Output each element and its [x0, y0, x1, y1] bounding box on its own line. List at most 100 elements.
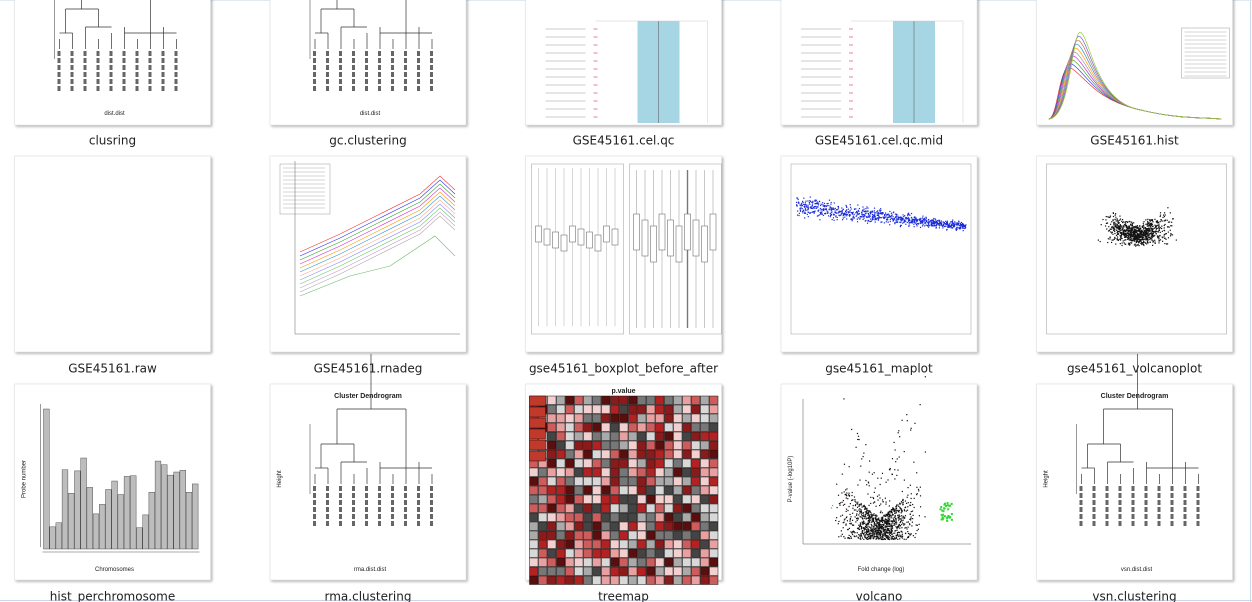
- point: [876, 531, 878, 533]
- point: [865, 513, 867, 515]
- point: [948, 225, 950, 227]
- point: [864, 514, 866, 516]
- tile: [556, 512, 566, 522]
- tile: [673, 485, 683, 495]
- point: [843, 491, 845, 493]
- point: [881, 472, 884, 474]
- point: [853, 531, 855, 533]
- point: [882, 527, 884, 530]
- point: [920, 220, 922, 222]
- point: [1148, 222, 1150, 224]
- file-name[interactable]: gse45161_volcanoplot: [1067, 362, 1202, 376]
- file-name[interactable]: gse45161_maplot: [825, 362, 933, 376]
- file-name[interactable]: GSE45161.cel.qc.mid: [815, 134, 943, 148]
- file-name[interactable]: treemap: [598, 590, 649, 602]
- file-name[interactable]: GSE45161.raw: [68, 362, 157, 376]
- file-item[interactable]: GSE45161.raw: [14, 155, 211, 376]
- thumbnail-y-label: Probe number: [22, 460, 28, 498]
- file-item[interactable]: Cluster Dendrogramvsn.dist.distHeightvsn…: [1036, 354, 1233, 602]
- point: [1118, 225, 1120, 228]
- point: [878, 217, 880, 219]
- point: [1137, 244, 1139, 246]
- point: [1140, 235, 1142, 238]
- file-item[interactable]: GSE45161.rnadeg: [269, 155, 467, 376]
- file-item[interactable]: GSE45161.hist: [1036, 0, 1233, 148]
- file-name[interactable]: gc.clustering: [329, 134, 406, 148]
- file-item[interactable]: gse45161_volcanoplot: [1036, 155, 1233, 376]
- point: [1140, 231, 1142, 233]
- leaf-label: [365, 521, 368, 526]
- point: [938, 223, 940, 225]
- point: [884, 525, 886, 527]
- tile: [610, 539, 620, 549]
- point: [863, 452, 865, 454]
- point: [881, 526, 883, 529]
- point: [859, 508, 861, 510]
- file-item[interactable]: GSE45161.cel.qc.mid: [780, 0, 978, 148]
- point: [1159, 212, 1162, 214]
- leaf-label: [1183, 486, 1187, 491]
- point: [873, 212, 876, 214]
- point: [897, 525, 900, 527]
- file-item[interactable]: GSE45161.cel.qc: [525, 0, 722, 148]
- file-item[interactable]: Cluster Dendrogramrma.dist.distHeightrma…: [269, 354, 467, 602]
- tile: [574, 575, 584, 585]
- point: [920, 217, 922, 219]
- leaf-label: [339, 72, 342, 77]
- point: [901, 219, 904, 221]
- point: [846, 206, 848, 208]
- tile: [547, 449, 557, 459]
- file-name[interactable]: GSE45161.hist: [1090, 134, 1179, 148]
- tile: [547, 431, 557, 441]
- file-name[interactable]: GSE45161.cel.qc: [573, 134, 675, 148]
- point: [1136, 237, 1138, 239]
- file-name[interactable]: rma.clustering: [325, 590, 412, 602]
- point: [895, 509, 897, 511]
- file-item[interactable]: Fold change (log)P-value (-log10P)volcan…: [780, 371, 978, 602]
- point: [896, 529, 898, 531]
- point: [865, 516, 867, 518]
- bar: [55, 522, 62, 550]
- tile: [601, 503, 611, 513]
- point: [858, 207, 861, 210]
- point: [1115, 226, 1117, 228]
- point: [888, 522, 890, 524]
- tile: [637, 413, 647, 423]
- point: [1132, 236, 1134, 238]
- file-item[interactable]: gse45161_boxplot_before_after: [525, 155, 722, 376]
- point: [867, 212, 870, 215]
- point: [842, 504, 845, 506]
- point: [956, 222, 958, 224]
- point: [886, 534, 888, 537]
- tile: [574, 530, 584, 540]
- file-name[interactable]: clusring: [89, 134, 136, 148]
- point: [855, 215, 857, 217]
- file-name[interactable]: volcano: [856, 590, 903, 602]
- thumbnail: [1048, 27, 1230, 120]
- point: [802, 203, 804, 205]
- point: [873, 501, 876, 503]
- file-name[interactable]: hist_perchromosome: [50, 590, 175, 602]
- point: [891, 512, 893, 514]
- point: [1129, 236, 1131, 238]
- point: [872, 531, 874, 533]
- tile: [565, 413, 575, 423]
- point: [890, 529, 893, 531]
- point: [903, 221, 905, 224]
- point: [1142, 230, 1144, 233]
- file-name[interactable]: gse45161_boxplot_before_after: [529, 362, 718, 376]
- tile: [700, 440, 710, 450]
- file-name[interactable]: vsn.clustering: [1092, 590, 1176, 602]
- point: [872, 525, 874, 527]
- point: [943, 225, 946, 228]
- file-item[interactable]: gse45161_maplot: [780, 155, 978, 376]
- file-name[interactable]: GSE45161.rnadeg: [314, 362, 423, 376]
- point: [1147, 236, 1150, 238]
- point: [882, 520, 884, 522]
- point: [863, 532, 865, 534]
- tile: [529, 512, 539, 522]
